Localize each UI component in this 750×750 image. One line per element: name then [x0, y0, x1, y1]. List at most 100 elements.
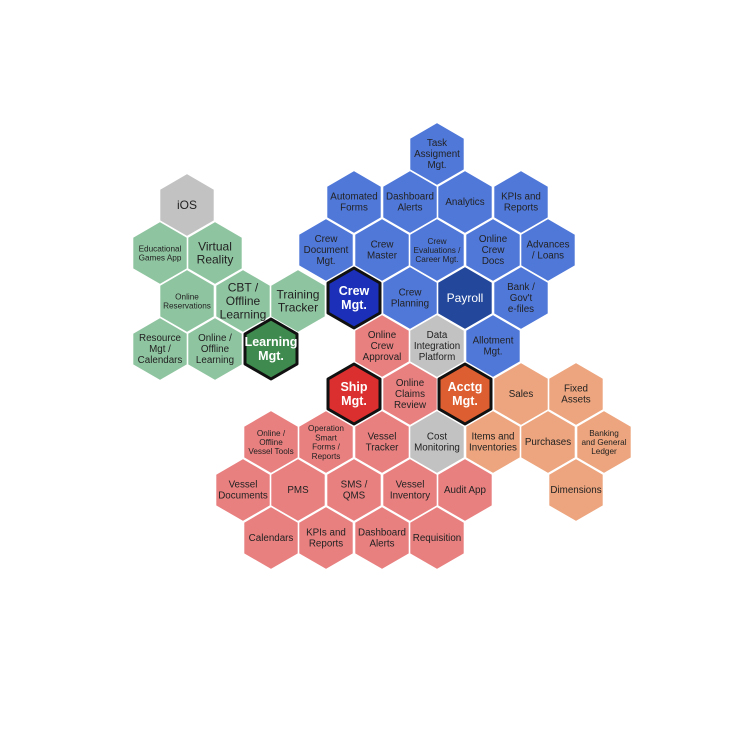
hex-label: Online Claims Review	[394, 378, 427, 411]
hex-label-line: Analytics	[445, 197, 484, 208]
hex-shape	[298, 217, 354, 283]
hex-label: SMS / QMS	[341, 479, 368, 501]
hex-label-line: Calendars	[249, 533, 294, 544]
hex-label-line: Cost	[427, 431, 447, 442]
hex-label: Online / Offline Vessel Tools	[248, 428, 293, 455]
hex-label-line: Reports	[504, 202, 538, 213]
hex-fixed-assets: Fixed Assets	[548, 361, 604, 427]
hex-cbt-offline-learning: CBT / Offline Learning	[215, 268, 271, 334]
hex-shape	[409, 505, 465, 571]
hex-shape	[326, 169, 382, 235]
hex-banking-general-ledger: Banking and General Ledger	[576, 409, 632, 475]
hex-shape	[298, 505, 354, 571]
hex-label-line: Reality	[197, 253, 234, 267]
hex-label-line: Games App	[139, 253, 182, 262]
hex-label: Task Assigment Mgt.	[414, 138, 460, 171]
hex-kpis-reports-ship: KPIs and Reports	[298, 505, 354, 571]
hex-label-line: Online	[368, 330, 397, 341]
hex-label-line: Online	[479, 234, 508, 245]
hex-label: KPIs and Reports	[306, 527, 346, 549]
hex-label: Online Crew Approval	[363, 330, 402, 363]
hex-shape	[493, 265, 549, 331]
hex-label: CBT / Offline Learning	[220, 281, 267, 322]
hex-label-line: Crew	[427, 236, 446, 245]
hex-dimensions: Dimensions	[548, 457, 604, 523]
hex-label: Crew Document Mgt.	[304, 234, 349, 267]
hex-label-line: Crew	[339, 284, 370, 298]
hex-label: Online Reservations	[163, 292, 211, 310]
hex-label: Allotment Mgt.	[473, 335, 514, 357]
hex-label-line: Vessel	[368, 431, 397, 442]
hex-virtual-reality: Virtual Reality	[187, 220, 243, 286]
hex-label-line: Master	[367, 250, 398, 261]
hex-online-crew-approval: Online Crew Approval	[354, 313, 410, 379]
hex-label-line: Crew	[371, 239, 395, 250]
hex-operation-smart-forms: Operation Smart Forms / Reports	[298, 409, 354, 475]
hex-dashboard-alerts-ship: Dashboard Alerts	[354, 505, 410, 571]
hex-label-line: Documents	[218, 490, 268, 501]
hex-shape	[326, 457, 382, 523]
hex-label-line: Reports	[309, 538, 343, 549]
hex-label-line: Calendars	[138, 355, 183, 366]
hex-label-line: Mgt.	[316, 256, 335, 267]
hex-label-line: Online	[396, 378, 425, 389]
hex-requisition: Requisition	[409, 505, 465, 571]
hex-label: Bank / Gov't e-files	[507, 282, 535, 315]
hex-label-line: Vessel	[396, 479, 425, 490]
hex-label-line: Document	[304, 245, 349, 256]
hex-label-line: KPIs and	[306, 527, 346, 538]
hex-label-line: Mgt.	[452, 394, 478, 408]
hex-label-line: Crew	[399, 287, 423, 298]
hex-label: Calendars	[249, 533, 294, 544]
hex-label-line: and General	[581, 438, 626, 447]
hex-label-line: PMS	[287, 485, 309, 496]
hex-shape	[520, 409, 576, 475]
hex-shape	[298, 409, 354, 475]
hex-label-line: Training	[277, 287, 320, 301]
hex-label-line: Sales	[509, 389, 534, 400]
hex-label: Online Crew Docs	[479, 234, 508, 267]
hex-label-line: Crew	[315, 234, 339, 245]
hex-label: iOS	[177, 198, 197, 212]
hex-label-line: Dimensions	[550, 485, 601, 496]
hex-label-line: Evaluations /	[414, 246, 462, 255]
hex-label: Training Tracker	[277, 287, 320, 314]
hex-shape	[437, 457, 493, 523]
hex-label-line: Monitoring	[414, 442, 460, 453]
hex-acctg-mgt: Acctg Mgt.	[437, 362, 493, 426]
hex-crew-document-mgt: Crew Document Mgt.	[298, 217, 354, 283]
hex-label-line: Online /	[257, 428, 286, 437]
hex-label: Vessel Documents	[218, 479, 268, 501]
hex-shape	[465, 313, 521, 379]
hex-label-line: Tracker	[278, 301, 318, 315]
hex-label-line: Educational	[139, 244, 182, 253]
hex-label-line: KPIs and	[501, 191, 541, 202]
hex-label-line: Mgt.	[483, 346, 502, 357]
hex-label-line: Online	[175, 292, 199, 301]
hex-label: Online / Offline Learning	[196, 333, 234, 366]
hex-label: Advances / Loans	[526, 239, 569, 261]
hex-label-line: Online /	[198, 333, 232, 344]
hex-shape	[326, 362, 382, 426]
hex-label: Educational Games App	[139, 244, 182, 262]
hex-payroll: Payroll	[437, 265, 493, 331]
hex-label-line: Inventories	[469, 442, 517, 453]
hex-crew-mgt: Crew Mgt.	[326, 266, 382, 330]
hex-crew-evaluations: Crew Evaluations / Career Mgt.	[409, 217, 465, 283]
hex-label-line: Alerts	[369, 538, 394, 549]
hex-label: Items and Inventories	[469, 431, 517, 453]
hex-label-line: Mgt.	[427, 160, 446, 171]
hex-label-line: Forms /	[312, 442, 340, 451]
hex-label-line: Gov't	[510, 293, 533, 304]
hex-label-line: Operation	[308, 424, 344, 433]
hex-label: Virtual Reality	[197, 239, 234, 266]
hex-label-line: Allotment	[473, 335, 514, 346]
hex-label: Crew Master	[367, 239, 398, 261]
hex-label-line: Alerts	[397, 202, 422, 213]
hex-crew-master: Crew Master	[354, 217, 410, 283]
hex-purchases: Purchases	[520, 409, 576, 475]
hex-label-line: Requisition	[413, 533, 461, 544]
hex-label: Operation Smart Forms / Reports	[308, 424, 344, 461]
hex-label-line: Offline	[201, 344, 230, 355]
